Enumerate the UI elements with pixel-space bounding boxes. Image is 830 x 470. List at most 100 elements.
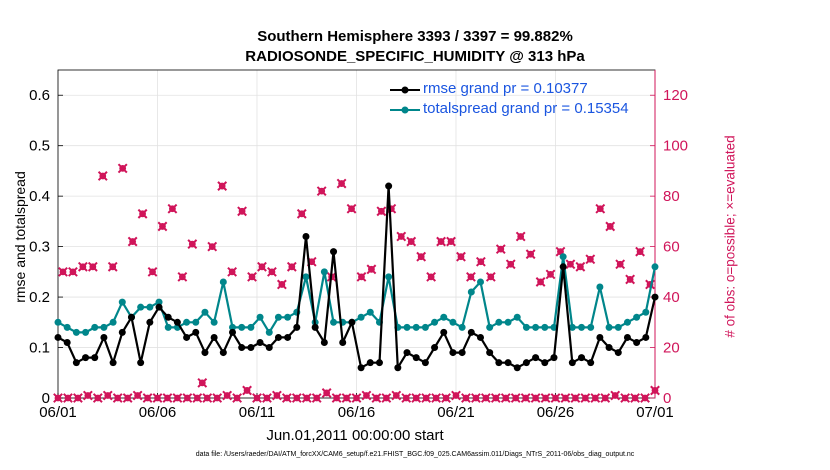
point-rmse [238, 344, 246, 352]
marker-x-stroke [396, 231, 407, 242]
point-totalspread [458, 323, 466, 331]
y-tick-label-right: 20 [663, 340, 680, 357]
marker-x-stroke [63, 393, 73, 403]
obs-possible-point [257, 261, 267, 272]
obs-possible-point [416, 251, 427, 262]
obs-possible-point [137, 208, 148, 219]
point-rmse [532, 354, 540, 362]
legend-label-totalspread: totalspread grand pr = 0.15354 [423, 100, 629, 117]
point-rmse [311, 323, 319, 331]
marker-x-stroke [625, 274, 636, 285]
marker-x-stroke [122, 393, 133, 403]
point-totalspread [550, 323, 558, 331]
point-rmse [274, 333, 282, 341]
obs-evaluated-point [461, 393, 471, 403]
marker-x-stroke [232, 393, 243, 403]
point-rmse [642, 333, 650, 341]
marker-x-stroke [485, 271, 496, 282]
obs-evaluated-point [212, 393, 223, 403]
obs-possible-point [456, 251, 466, 262]
obs-evaluated-point [222, 390, 233, 401]
point-rmse [550, 354, 558, 362]
obs-evaluated-point [650, 385, 660, 396]
point-rmse [486, 349, 494, 357]
marker-x-stroke [77, 261, 88, 272]
obs-possible-point [585, 254, 596, 265]
point-rmse [375, 359, 383, 367]
marker-x-stroke [610, 390, 621, 401]
point-rmse [476, 333, 484, 341]
point-totalspread [247, 323, 255, 331]
obs-possible-point [187, 239, 198, 249]
point-rmse [651, 293, 659, 301]
obs-evaluated-point [301, 393, 312, 403]
point-totalspread [495, 318, 503, 326]
point-totalspread [449, 318, 457, 326]
point-rmse [146, 318, 154, 326]
point-totalspread [578, 323, 586, 331]
point-totalspread [357, 313, 365, 321]
marker-x-stroke [456, 251, 466, 262]
y-axis-label-right: # of obs: o=possible; ×=evaluated [722, 135, 738, 338]
marker-x-stroke [217, 181, 228, 191]
obs-evaluated-point [172, 393, 183, 403]
obs-possible-point [505, 259, 516, 270]
marker-x-stroke [262, 393, 272, 403]
obs-evaluated-point [291, 393, 302, 403]
obs-evaluated-point [262, 393, 272, 403]
obs-possible-point [316, 186, 327, 197]
point-rmse [109, 359, 117, 367]
x-tick-label: 06/01 [39, 404, 77, 421]
y-tick-label-left: 0.5 [29, 138, 50, 155]
marker-x-stroke [167, 203, 178, 214]
marker-x-stroke [321, 388, 332, 398]
marker-x-stroke [87, 261, 98, 272]
obs-possible-point [77, 261, 88, 272]
marker-x-stroke [296, 208, 307, 219]
obs-evaluated-point [202, 393, 213, 403]
obs-possible-point [97, 171, 108, 181]
marker-x-stroke [530, 393, 541, 403]
marker-x-stroke [381, 393, 392, 403]
marker-x-stroke [366, 264, 377, 275]
obs-possible-point [406, 236, 417, 247]
marker-x-stroke [650, 385, 660, 396]
marker-x-stroke [540, 393, 551, 403]
point-rmse [201, 349, 209, 357]
marker-x-stroke [58, 266, 68, 277]
obs-evaluated-point [381, 393, 392, 403]
obs-evaluated-point [122, 393, 133, 403]
obs-possible-point [58, 266, 68, 277]
marker-x-stroke [97, 171, 108, 181]
marker-x-stroke [411, 393, 422, 403]
point-totalspread [201, 308, 209, 316]
obs-possible-point [107, 261, 118, 272]
obs-evaluated-point [232, 393, 243, 403]
marker-x-stroke [162, 393, 173, 403]
point-rmse [513, 364, 521, 372]
point-totalspread [633, 313, 641, 321]
obs-possible-point [177, 271, 188, 282]
marker-x-stroke [565, 259, 576, 270]
obs-possible-point [276, 279, 287, 290]
marker-x-stroke [257, 261, 267, 272]
marker-x-stroke [371, 393, 382, 403]
obs-possible-point [227, 266, 238, 277]
marker-x-stroke [247, 271, 257, 282]
point-totalspread [366, 308, 374, 316]
obs-possible-point [525, 249, 536, 260]
point-rmse [256, 338, 264, 346]
obs-possible-point [117, 163, 128, 174]
point-rmse [137, 359, 145, 367]
marker-x-stroke [192, 393, 203, 403]
obs-possible-point [286, 261, 297, 272]
point-totalspread [274, 313, 282, 321]
obs-evaluated-point [252, 393, 262, 403]
marker-x-stroke [630, 393, 641, 403]
point-totalspread [302, 273, 310, 281]
y-tick-label-left: 0.4 [29, 188, 50, 205]
marker-x-stroke [142, 393, 153, 403]
marker-x-stroke [490, 393, 501, 403]
point-rmse [229, 328, 237, 336]
obs-evaluated-point [610, 390, 621, 401]
